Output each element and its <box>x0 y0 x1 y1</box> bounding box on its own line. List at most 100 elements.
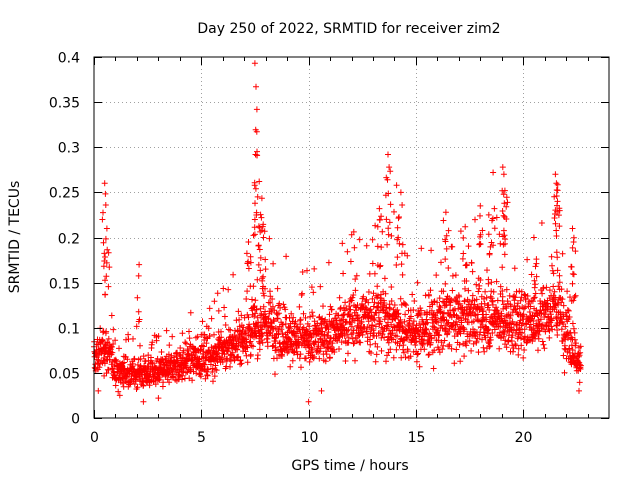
data-point <box>374 243 381 250</box>
data-point <box>512 342 519 349</box>
data-point <box>288 310 295 317</box>
data-point <box>559 250 566 257</box>
data-point <box>211 331 217 338</box>
data-point <box>449 243 456 250</box>
data-point <box>449 272 456 279</box>
data-point <box>257 305 264 312</box>
data-point <box>257 254 264 261</box>
data-point <box>449 287 456 294</box>
data-point <box>179 330 186 337</box>
data-point <box>256 346 263 353</box>
data-point <box>487 342 493 349</box>
data-point <box>547 311 554 318</box>
data-point <box>374 262 381 269</box>
x-tick-label: 0 <box>90 430 99 446</box>
data-point <box>179 372 186 379</box>
data-point <box>391 208 397 215</box>
data-point <box>443 232 450 239</box>
data-point <box>206 305 213 312</box>
data-point <box>572 342 579 349</box>
data-point <box>440 298 446 305</box>
data-point <box>302 314 309 321</box>
data-point <box>577 362 584 369</box>
data-point <box>518 342 525 349</box>
data-point <box>357 339 364 346</box>
data-point <box>576 379 583 386</box>
data-point <box>254 193 261 200</box>
data-point <box>381 275 388 282</box>
data-point <box>278 326 285 333</box>
data-point <box>499 293 506 300</box>
data-point <box>202 357 209 364</box>
data-point <box>133 323 140 330</box>
data-point <box>571 294 578 300</box>
data-point <box>221 351 228 358</box>
data-point <box>238 331 245 338</box>
data-point <box>311 353 317 360</box>
data-point <box>166 342 173 349</box>
data-point <box>500 227 507 234</box>
data-point <box>553 193 560 199</box>
data-point <box>352 287 359 294</box>
data-point <box>274 285 281 292</box>
data-point <box>433 272 440 279</box>
data-point <box>97 361 103 367</box>
data-point <box>556 272 563 279</box>
data-point <box>252 200 258 207</box>
y-tick-label: 0.25 <box>49 186 80 202</box>
data-point <box>416 363 423 370</box>
data-point <box>242 328 249 335</box>
data-point <box>486 343 493 350</box>
data-point <box>378 213 385 220</box>
data-point <box>569 244 576 251</box>
data-point <box>261 228 268 235</box>
data-point <box>212 362 219 369</box>
data-point <box>115 388 122 395</box>
data-point <box>351 244 358 251</box>
data-point <box>573 340 579 347</box>
data-point <box>373 351 380 358</box>
data-point <box>436 332 443 339</box>
data-point <box>348 323 355 330</box>
data-point <box>369 236 376 243</box>
data-point <box>122 378 129 385</box>
data-point <box>349 330 356 336</box>
data-point <box>290 314 297 321</box>
data-point <box>497 283 504 290</box>
data-point <box>303 327 310 334</box>
data-point <box>225 326 232 333</box>
data-point <box>440 217 447 224</box>
data-point <box>391 302 398 308</box>
data-point <box>394 333 400 340</box>
data-point <box>135 308 142 315</box>
data-point <box>570 239 577 245</box>
data-point <box>404 252 411 259</box>
data-point <box>267 329 274 336</box>
data-point <box>186 328 192 335</box>
data-point <box>129 360 136 367</box>
data-point <box>438 339 445 346</box>
data-point <box>109 349 116 356</box>
data-point <box>205 325 212 332</box>
data-point <box>342 358 349 364</box>
data-point <box>419 342 426 348</box>
data-point <box>289 357 296 364</box>
data-point <box>250 343 256 350</box>
data-point <box>381 300 388 306</box>
data-point <box>387 346 394 353</box>
data-point <box>214 290 221 297</box>
data-point <box>319 328 326 335</box>
data-point <box>477 277 484 283</box>
data-point <box>412 342 419 348</box>
y-tick-label: 0.35 <box>49 96 80 112</box>
data-point <box>562 323 569 330</box>
data-point <box>490 169 497 176</box>
data-point <box>503 344 510 351</box>
data-point <box>252 126 259 133</box>
data-point <box>442 236 449 243</box>
data-point <box>478 318 485 325</box>
data-point <box>292 318 299 325</box>
data-point <box>477 212 483 219</box>
data-point <box>476 282 483 289</box>
data-point <box>208 315 215 322</box>
